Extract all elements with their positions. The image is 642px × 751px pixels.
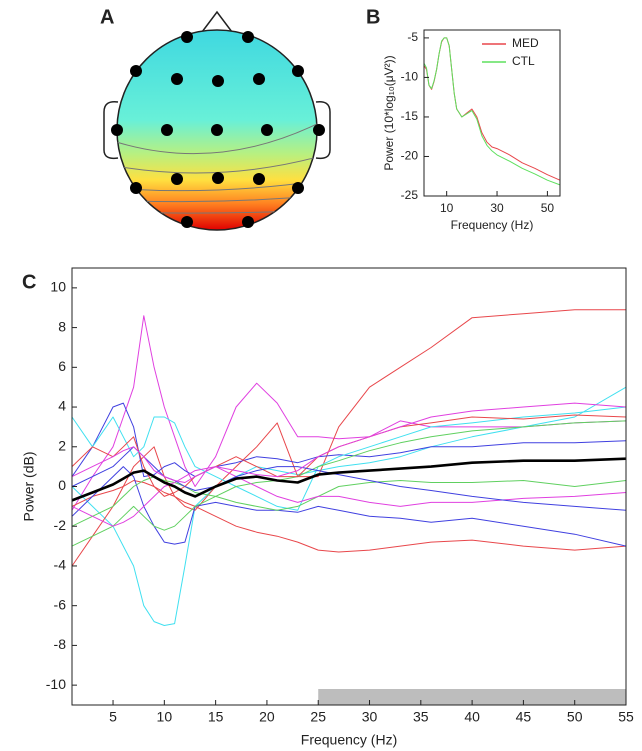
- y-tick-label: -2: [54, 517, 67, 533]
- x-tick-label: 50: [567, 709, 583, 725]
- electrode: [212, 172, 224, 184]
- panel-label: C: [22, 271, 36, 293]
- ear: [103, 100, 119, 160]
- electrode: [313, 124, 325, 136]
- electrode: [171, 173, 183, 185]
- x-tick-label: 5: [109, 709, 117, 725]
- data-line: [71, 480, 627, 553]
- data-line: [71, 402, 627, 478]
- x-tick-label: 30: [362, 709, 378, 725]
- x-tick-label: 25: [310, 709, 326, 725]
- x-tick-label: 10: [440, 201, 454, 215]
- electrode: [181, 31, 193, 43]
- x-tick-label: 15: [208, 709, 224, 725]
- panel-label: A: [100, 6, 114, 28]
- x-tick-label: 20: [259, 709, 275, 725]
- y-tick-label: -6: [54, 596, 67, 612]
- data-line: [71, 466, 627, 547]
- y-tick-label: 10: [50, 279, 66, 295]
- x-tick-label: 30: [490, 201, 504, 215]
- data-line: [71, 309, 626, 567]
- y-tick-label: -8: [54, 636, 67, 652]
- y-tick-label: -25: [401, 188, 419, 202]
- data-line: [71, 466, 627, 527]
- x-axis-label: Frequency (Hz): [451, 218, 534, 232]
- electrode: [181, 216, 193, 228]
- y-tick-label: 4: [58, 398, 66, 414]
- electrode: [212, 75, 224, 87]
- x-tick-label: 50: [541, 201, 555, 215]
- electrode: [253, 73, 265, 85]
- electrode: [130, 65, 142, 77]
- axes-box: [423, 29, 561, 197]
- data-line: [71, 414, 627, 497]
- x-tick-label: 45: [516, 709, 532, 725]
- head: [103, 10, 331, 231]
- electrode: [161, 124, 173, 136]
- y-tick-label: 0: [58, 477, 66, 493]
- data-line: [71, 402, 627, 483]
- x-tick-label: 40: [464, 709, 480, 725]
- electrode: [171, 73, 183, 85]
- electrode: [111, 124, 123, 136]
- panel-label: B: [366, 6, 380, 28]
- data-line: [71, 457, 627, 502]
- data-line: [71, 386, 627, 626]
- x-tick-label: 55: [618, 709, 634, 725]
- data-line: [423, 37, 561, 181]
- y-tick-label: -4: [54, 557, 67, 573]
- data-line: [71, 420, 627, 547]
- y-axis-label: Power (dB): [21, 451, 37, 521]
- electrode: [211, 124, 223, 136]
- y-tick-label: 6: [58, 358, 66, 374]
- electrode: [130, 182, 142, 194]
- y-tick-label: -5: [407, 30, 418, 44]
- electrode: [261, 124, 273, 136]
- data-line: [423, 37, 561, 186]
- x-tick-label: 10: [157, 709, 173, 725]
- nose: [201, 10, 233, 33]
- legend-label: CTL: [512, 54, 535, 68]
- y-tick-label: -20: [401, 149, 419, 163]
- x-axis-label: Frequency (Hz): [301, 732, 397, 748]
- electrode: [253, 173, 265, 185]
- y-tick-label: -15: [401, 109, 419, 123]
- electrode: [292, 65, 304, 77]
- y-tick-label: -10: [401, 70, 419, 84]
- significance-bar: [318, 689, 626, 705]
- electrode: [292, 182, 304, 194]
- legend-label: MED: [512, 36, 539, 50]
- electrode: [242, 31, 254, 43]
- y-tick-label: 2: [58, 437, 66, 453]
- y-tick-label: -10: [46, 676, 66, 692]
- y-tick-label: 8: [58, 318, 66, 334]
- x-tick-label: 35: [413, 709, 429, 725]
- y-axis-label: Power (10*log₁₀(μV²)): [382, 55, 396, 170]
- electrode: [242, 216, 254, 228]
- axes-box: [71, 267, 627, 706]
- data-line: [71, 476, 627, 527]
